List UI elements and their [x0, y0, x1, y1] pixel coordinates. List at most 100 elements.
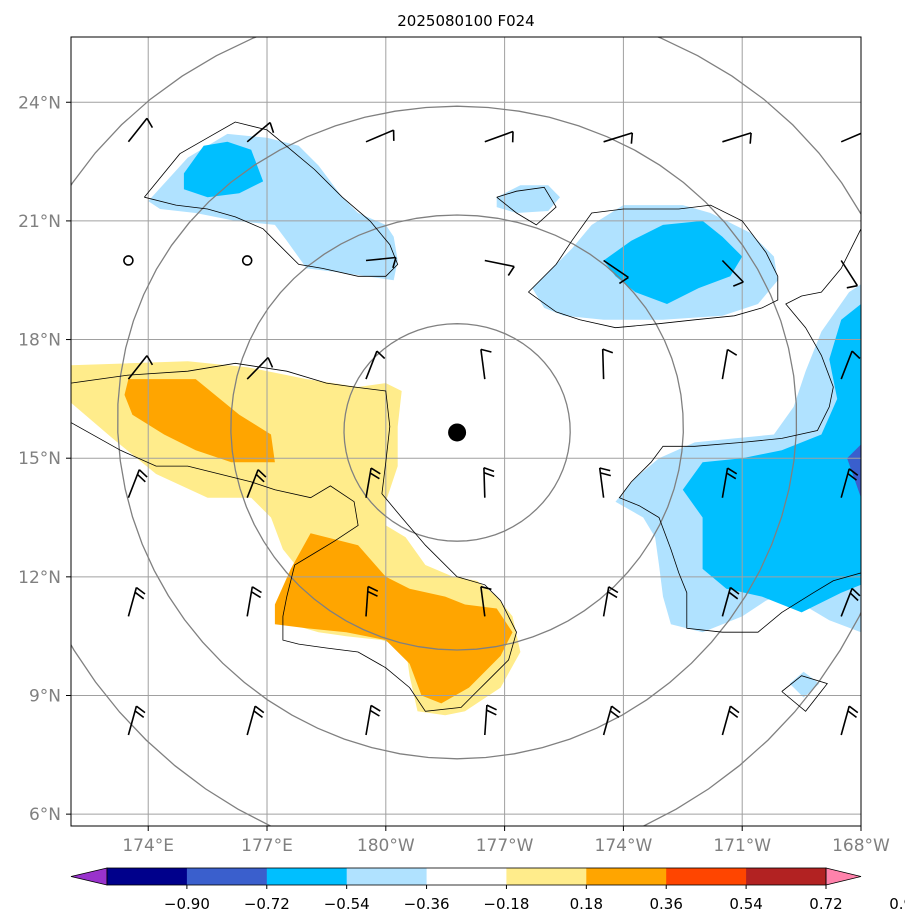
barb-feather [146, 355, 154, 366]
wind-barb [721, 259, 744, 287]
storm-center-marker [448, 423, 467, 442]
barb-shaft [840, 260, 859, 287]
wind-barb [246, 705, 265, 736]
barb-shaft [603, 259, 629, 279]
y-tick-label: 18°N [18, 331, 61, 351]
colorbar-tick-label: −0.36 [404, 895, 450, 913]
barb-shaft [246, 705, 256, 736]
wind-barb [598, 467, 612, 498]
barb-shaft [840, 350, 853, 380]
colorbar-tick-label: −0.54 [324, 895, 370, 913]
barb-feather [254, 705, 265, 714]
barb-feather [483, 466, 495, 473]
barb-feather [370, 704, 381, 712]
barb-feather [729, 586, 740, 595]
contour-line [528, 204, 779, 329]
barb-shaft [246, 357, 269, 380]
barb-feather [367, 585, 379, 592]
barb-feather [257, 469, 267, 478]
barb-shaft [127, 587, 138, 617]
barb-feather [727, 467, 738, 475]
wind-barb [602, 705, 621, 736]
contour-line [618, 228, 861, 633]
barb-feather [728, 710, 739, 719]
barb-feather [732, 281, 744, 287]
chart-title: 2025080100 F024 [397, 12, 534, 30]
wind-barb [484, 130, 514, 143]
wind-barb [246, 469, 267, 498]
barb-feather [480, 585, 492, 591]
x-tick-label: 168°W [832, 836, 890, 856]
wind-barb [721, 348, 738, 380]
wind-barb [365, 256, 397, 269]
colorbar-tick-label: 0.72 [809, 895, 842, 913]
barb-shaft [840, 705, 850, 736]
shaded-region [183, 141, 264, 198]
barb-feather [851, 587, 861, 597]
wind-barb [365, 467, 381, 498]
colorbar: −0.90 −0.72 −0.54 −0.36 −0.18 0.18 0.36 0.54 0.7… [70, 867, 905, 913]
colorbar-extend-low [70, 867, 108, 886]
y-tick-label: 6°N [29, 805, 61, 825]
colorbar-swatch [506, 868, 587, 885]
y-axis-ticks: 6°N 9°N 12°N 15°N 18°N 21°N 24°N [18, 93, 71, 825]
barb-shaft [603, 132, 633, 143]
wind-barb [127, 355, 154, 380]
x-axis-ticks: 174°E 177°E 180°W 177°W 174°W 171°W 168°W [122, 826, 890, 856]
range-ring [230, 214, 684, 651]
x-tick-label: 174°E [122, 836, 174, 856]
y-tick-label: 24°N [18, 93, 61, 113]
wind-barb [840, 705, 859, 736]
colorbar-swatch [586, 868, 667, 885]
colorbar-swatch [426, 868, 507, 885]
y-tick-label: 9°N [29, 686, 61, 706]
barb-shaft [598, 467, 605, 498]
barb-feather [618, 276, 629, 285]
x-tick-label: 180°W [357, 836, 415, 856]
wind-barb [365, 585, 379, 617]
barb-feather [611, 705, 621, 714]
shaded-region [274, 533, 513, 704]
contour-line [71, 362, 517, 712]
barb-shaft [722, 132, 752, 143]
barb-shaft [721, 259, 744, 283]
barb-shaft [840, 132, 861, 143]
gridlines [71, 37, 861, 826]
wind-barb [483, 466, 495, 498]
barb-shaft [480, 586, 486, 617]
barb-shaft [602, 705, 613, 736]
barb-feather [749, 132, 752, 144]
wind-barb [480, 348, 492, 380]
barb-feather [269, 122, 275, 133]
wind-barb [365, 350, 386, 380]
colorbar-tick-label: 0.54 [729, 895, 762, 913]
barb-feather [135, 586, 146, 595]
storm-center-dot [448, 423, 467, 442]
barb-shaft [365, 129, 394, 143]
wind-barb [246, 121, 275, 143]
contour-line [496, 186, 557, 226]
wind-barb [484, 259, 515, 276]
barb-feather [255, 473, 265, 483]
range-ring [71, 37, 861, 826]
barb-shaft [484, 130, 514, 143]
barb-feather [250, 591, 262, 599]
barb-feather [135, 705, 146, 714]
wind-barb [840, 132, 861, 143]
barb-feather [370, 467, 381, 475]
wind-barb [480, 585, 492, 617]
barb-feather [480, 348, 492, 353]
range-rings [71, 37, 861, 826]
barb-feather [136, 473, 146, 483]
wind-barb [721, 586, 740, 617]
contour-line [143, 121, 399, 277]
barb-feather [134, 710, 145, 719]
wind-barb [602, 586, 619, 617]
y-tick-label: 21°N [18, 212, 61, 232]
x-tick-label: 174°W [595, 836, 653, 856]
wind-barb [840, 468, 859, 498]
barb-shaft [127, 705, 138, 736]
wind-barb [722, 132, 752, 144]
colorbar-tick-label: −0.18 [483, 895, 529, 913]
wind-barb [840, 350, 861, 380]
